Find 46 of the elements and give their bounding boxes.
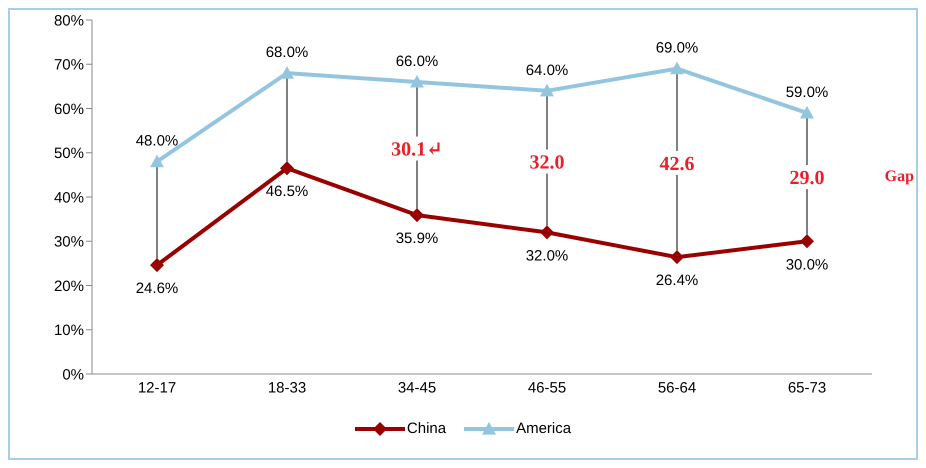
x-tick-label: 18-33	[268, 380, 306, 397]
y-tick-label: 80%	[54, 12, 84, 30]
point	[670, 250, 684, 264]
x-tick-label: 12-17	[138, 380, 176, 397]
data-label: 59.0%	[786, 84, 828, 101]
point	[800, 106, 814, 119]
annotation: 32.0	[530, 152, 564, 174]
point	[410, 208, 424, 222]
point	[280, 66, 294, 79]
data-label: 69.0%	[656, 40, 698, 57]
data-label: 46.5%	[266, 183, 308, 200]
data-label: 35.9%	[396, 230, 438, 248]
y-tick-label: 60%	[54, 100, 84, 118]
legend-label: China	[406, 420, 446, 437]
text: Gap	[884, 168, 914, 186]
data-label: 64.0%	[526, 62, 568, 79]
data-label: 26.4%	[656, 272, 698, 290]
point	[410, 74, 424, 88]
annotation: 42.6	[660, 152, 694, 175]
point	[670, 62, 684, 74]
data-label: 66.0%	[396, 52, 438, 70]
point	[540, 225, 554, 240]
y-tick-label: 30%	[54, 234, 84, 251]
point	[150, 154, 164, 168]
y-tick-label: 0%	[62, 366, 84, 384]
point	[800, 234, 814, 248]
legend-label: America	[516, 420, 572, 437]
x-tick-label: 65-73	[788, 380, 826, 397]
data-label: 24.6%	[136, 280, 178, 298]
y-tick-label: 70%	[54, 56, 84, 74]
x-tick-label: 46-55	[528, 380, 566, 397]
x-tick-label: 34-45	[398, 380, 436, 397]
point	[150, 258, 164, 272]
annotation: 29.0	[790, 167, 824, 190]
point	[540, 84, 554, 96]
data-label: 32.0%	[526, 247, 568, 264]
data-label: 68.0%	[266, 44, 308, 62]
y-tick-label: 40%	[54, 189, 84, 206]
x-tick-label: 56-64	[658, 380, 696, 397]
y-tick-label: 20%	[54, 278, 84, 295]
annotation: 30.1↵	[391, 138, 443, 161]
data-label: 48.0%	[136, 132, 178, 150]
y-tick-label: 50%	[54, 145, 84, 162]
data-label: 30.0%	[786, 256, 828, 274]
y-tick-label: 10%	[54, 322, 84, 340]
point	[280, 161, 294, 176]
